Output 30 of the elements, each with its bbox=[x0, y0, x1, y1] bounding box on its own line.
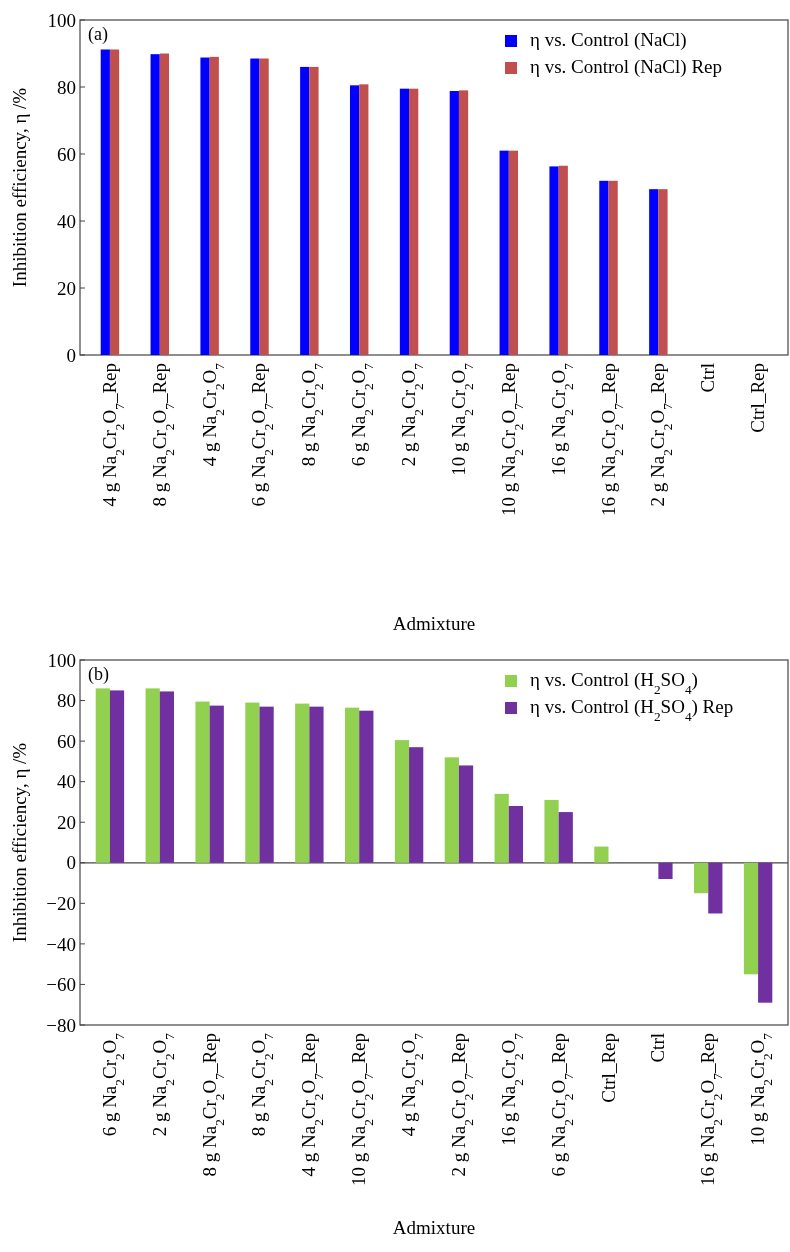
x-tick-label: Ctrl bbox=[697, 363, 719, 393]
y-tick-label: 20 bbox=[57, 277, 76, 299]
y-tick-label: 80 bbox=[57, 76, 76, 98]
y-tick-label: 100 bbox=[47, 9, 76, 31]
y-tick-label: −20 bbox=[46, 892, 76, 914]
x-tick-label: Ctrl_Rep bbox=[597, 1033, 619, 1103]
y-tick-label: −60 bbox=[46, 974, 76, 996]
y-tick-label: 40 bbox=[57, 210, 76, 232]
y-tick-label: 0 bbox=[66, 852, 76, 874]
y-tick-label: 40 bbox=[57, 771, 76, 793]
legend-label: η vs. Control (NaCl) Rep bbox=[530, 56, 723, 78]
legend-label: η vs. Control (H$_{2}$SO$_{4}$) bbox=[530, 669, 698, 697]
x-tick-label: Ctrl bbox=[647, 1033, 669, 1063]
legend-label: η vs. Control (H$_{2}$SO$_{4}$) Rep bbox=[530, 696, 734, 724]
chart-title: (a) bbox=[88, 24, 108, 45]
y-tick-label: 80 bbox=[57, 690, 76, 712]
x-axis-title: Admixture bbox=[392, 613, 476, 634]
y-tick-label: 60 bbox=[57, 143, 76, 165]
y-tick-label: 100 bbox=[47, 649, 76, 671]
legend-label: η vs. Control (NaCl) bbox=[530, 29, 687, 51]
y-tick-label: 20 bbox=[57, 811, 76, 833]
y-tick-label: 60 bbox=[57, 730, 76, 752]
y-axis-title: Inhibition efficiency, η /% bbox=[9, 742, 30, 943]
x-tick-label: Ctrl_Rep bbox=[747, 363, 769, 433]
y-tick-label: 0 bbox=[66, 344, 76, 366]
y-tick-label: −80 bbox=[46, 1014, 76, 1036]
y-tick-label: −40 bbox=[46, 933, 76, 955]
chart-title: (b) bbox=[88, 664, 109, 685]
y-axis-title: Inhibition efficiency, η /% bbox=[9, 87, 30, 288]
x-axis-title: Admixture bbox=[392, 1217, 476, 1238]
